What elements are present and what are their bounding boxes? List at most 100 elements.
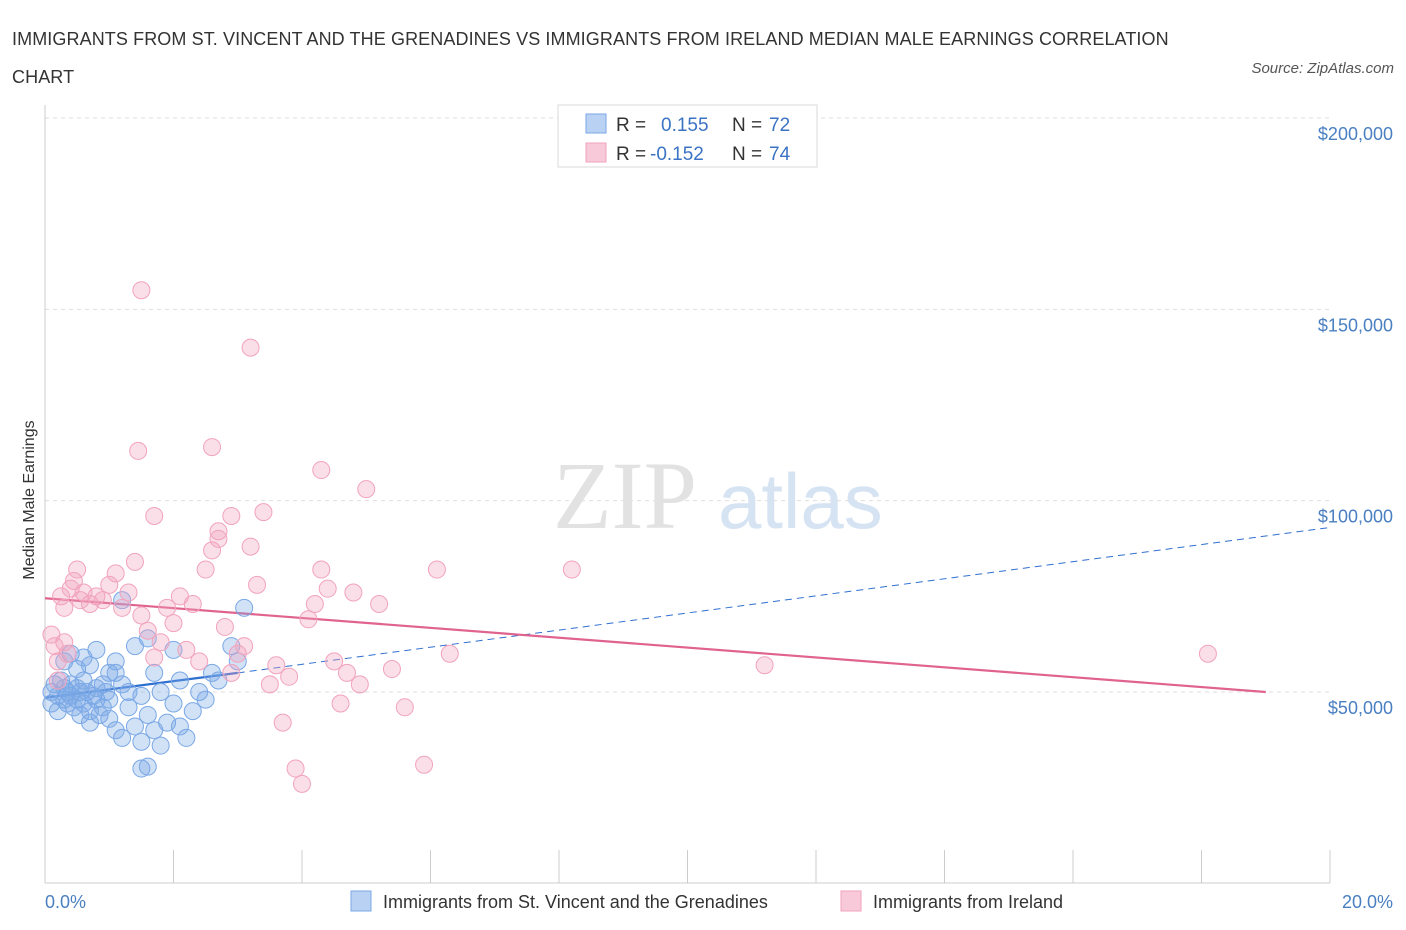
data-point-blue	[132, 759, 151, 778]
data-point-blue	[138, 705, 157, 724]
data-point-pink	[248, 575, 267, 594]
bottom-legend: Immigrants from St. Vincent and the Gren…	[350, 890, 1063, 912]
trend-line-extension	[237, 526, 1331, 674]
data-point-pink	[299, 610, 318, 629]
data-point-blue	[190, 683, 209, 701]
data-point-pink	[228, 644, 247, 663]
data-point-blue	[170, 671, 189, 690]
data-point-blue	[228, 652, 247, 671]
legend-box: R = 0.155 N = 72 R = -0.152 N = 74	[557, 104, 818, 168]
data-point-pink	[177, 640, 196, 659]
data-point-pink	[241, 338, 260, 357]
data-point-pink	[305, 594, 324, 613]
legend-r-label: R =	[616, 115, 646, 136]
data-point-blue	[183, 702, 202, 721]
data-point-pink	[119, 583, 138, 602]
data-point-pink	[58, 644, 77, 663]
data-point-blue	[119, 698, 138, 717]
bottom-legend-swatch-pink	[840, 890, 862, 912]
data-point-pink	[68, 560, 87, 579]
data-point-blue	[100, 663, 119, 682]
data-point-pink	[125, 552, 144, 571]
data-point-blue	[151, 683, 170, 701]
data-point-pink	[209, 529, 228, 548]
data-point-blue	[151, 736, 170, 755]
legend-r-value: -0.152	[650, 144, 704, 165]
data-point-pink	[203, 541, 222, 560]
data-point-pink	[286, 759, 305, 778]
data-point-blue	[80, 656, 99, 675]
data-point-pink	[318, 579, 337, 598]
data-point-blue	[106, 652, 125, 671]
data-point-pink	[100, 575, 119, 594]
data-point-pink	[440, 644, 459, 663]
axes	[44, 105, 1331, 884]
data-point-pink	[382, 660, 401, 679]
y-axis-label: Median Male Earnings	[21, 420, 38, 579]
data-point-pink	[395, 698, 414, 717]
data-point-blue	[222, 637, 241, 656]
trend-lines	[44, 526, 1331, 699]
legend-n-label: N =	[732, 115, 762, 136]
data-point-blue	[113, 675, 132, 694]
data-point-pink	[209, 522, 228, 541]
data-point-pink	[325, 652, 344, 671]
data-point-blue	[87, 690, 106, 709]
data-point-pink	[196, 560, 215, 579]
legend-n-label: N =	[732, 144, 762, 165]
x-tick-label: 0.0%	[45, 892, 86, 912]
data-point-blue	[170, 717, 189, 736]
data-point-pink	[755, 656, 774, 675]
legend-n-value: 74	[769, 144, 791, 165]
data-point-blue	[138, 757, 157, 776]
legend-n-value: 72	[769, 115, 790, 136]
data-point-pink	[64, 572, 83, 591]
y-tick-label: $50,000	[1328, 698, 1393, 718]
data-point-pink	[254, 503, 273, 522]
data-point-pink	[145, 506, 164, 525]
data-point-pink	[350, 675, 369, 694]
data-point-blue	[177, 728, 196, 747]
data-point-pink	[164, 614, 183, 633]
trend-line	[44, 597, 1266, 694]
data-point-pink	[145, 648, 164, 667]
trend-line	[44, 671, 238, 699]
data-point-pink	[331, 694, 350, 713]
data-point-blue	[235, 598, 254, 617]
data-point-pink	[562, 560, 581, 579]
data-point-pink	[337, 663, 356, 682]
bottom-legend-swatch-blue	[350, 890, 372, 912]
legend-r-value: 0.155	[661, 115, 709, 136]
data-point-pink	[427, 560, 446, 579]
data-point-pink	[158, 598, 177, 617]
data-point-pink	[129, 441, 148, 460]
data-point-pink	[48, 671, 67, 690]
data-point-pink	[312, 560, 331, 579]
data-point-blue	[132, 686, 151, 705]
data-point-pink	[52, 587, 71, 606]
data-point-pink	[312, 461, 331, 480]
y-tick-label: $200,000	[1318, 124, 1393, 144]
data-point-pink	[183, 594, 202, 613]
data-point-pink	[55, 633, 74, 652]
data-point-pink	[55, 598, 74, 617]
data-point-pink	[138, 621, 157, 640]
tick-labels: $200,000 $150,000 $100,000 $50,000 0.0% 20.0%	[45, 124, 1393, 912]
data-point-blue	[132, 732, 151, 751]
data-point-blue	[164, 694, 183, 713]
data-point-blue	[87, 640, 106, 659]
data-point-pink	[48, 652, 67, 671]
data-point-pink	[370, 594, 389, 613]
bottom-legend-label-pink: Immigrants from Ireland	[873, 892, 1063, 912]
data-point-pink	[344, 583, 363, 602]
data-point-blue	[100, 690, 119, 709]
data-point-blue	[106, 721, 125, 740]
data-point-blue	[113, 591, 132, 610]
data-point-pink	[235, 637, 254, 656]
data-point-blue	[71, 705, 90, 724]
y-tick-label: $100,000	[1318, 507, 1393, 527]
data-point-pink	[106, 564, 125, 583]
data-point-pink	[113, 598, 132, 617]
data-point-pink	[215, 617, 234, 636]
